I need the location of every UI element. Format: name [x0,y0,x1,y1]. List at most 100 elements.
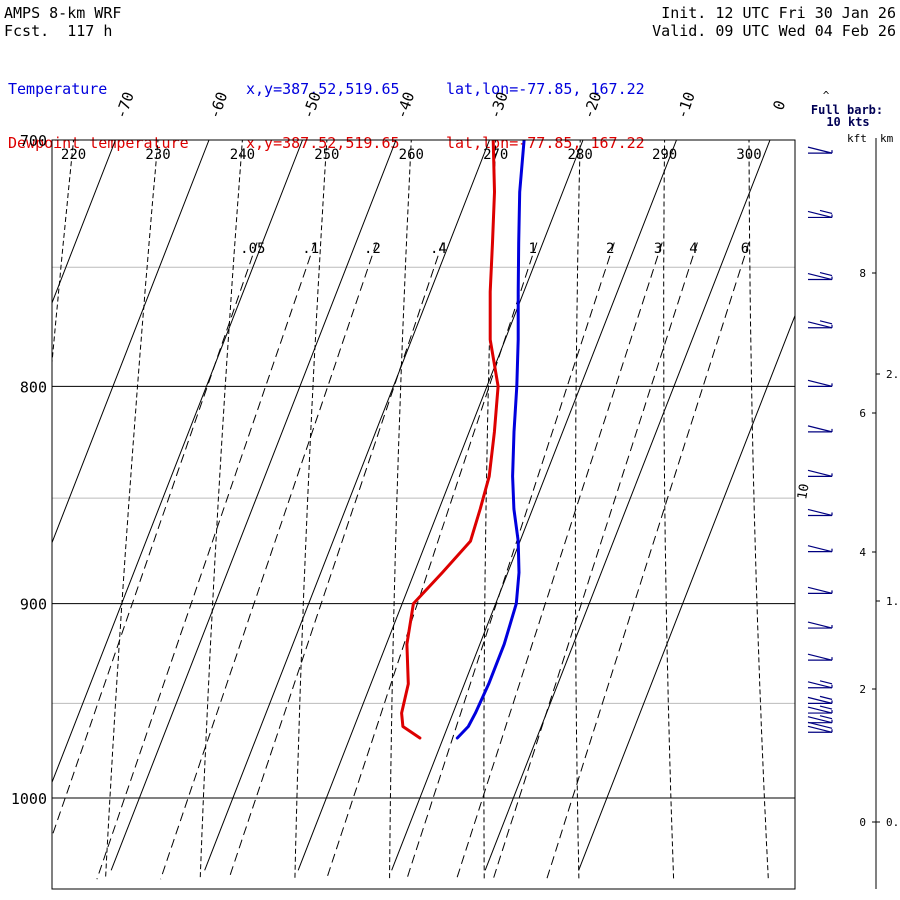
wind-barb-flag [807,725,833,733]
legend: Temperature x,y=387.52,519.65 lat,lon=-77.… [8,44,645,170]
plot-frame [51,139,796,890]
km-tick-label: 2. [886,368,899,381]
wind-barb [807,379,833,387]
wind-barb-flag [807,469,833,477]
header-left: AMPS 8-km WRF Fcst. 117 h [4,4,121,40]
wind-barb-half-flag [819,320,833,325]
wind-barb [807,695,833,704]
mixing-ratio-line [406,242,615,880]
mixing-ratio-line [96,242,316,880]
wind-barb-flag [807,545,833,553]
isotherm-line [52,140,303,784]
mixing-ratio-label: .4 [430,241,447,257]
legend-dewpoint-xy: x,y=387.52,519.65 [246,134,400,152]
wind-barb-flag [807,706,833,714]
wind-panel-subtitle: 10 kts [826,115,869,129]
wind-barb-flag [807,721,833,729]
mixing-ratio-line [326,242,538,880]
wind-barb-half-flag [819,695,833,700]
kft-tick-label: 4 [859,546,866,559]
dry-adiabat-label: 230 [145,147,170,163]
header-right: Init. 12 UTC Fri 30 Jan 26 Valid. 09 UTC … [652,4,896,40]
wind-barb-flag [807,696,833,704]
isotherm-line [204,140,490,871]
wind-panel: ^ Full barb: 10 kts 10 [795,89,883,733]
wind-barb [807,271,833,281]
isotherm-line [391,140,677,871]
mixing-ratio-line [160,242,378,880]
wind-barb-half-flag [819,680,833,685]
dry-adiabat-label: 300 [736,147,761,163]
wind-barb-flag [807,272,833,281]
wind-barb-flag [807,508,833,517]
dry-adiabat-line [574,140,581,880]
km-label: km [880,132,894,145]
isotherm-line [297,140,584,871]
wind-barb-half-flag [819,715,833,720]
wind-barb [807,721,833,733]
wind-barb [807,586,833,594]
wind-barb-flag [807,653,833,661]
dry-adiabat-label: 240 [230,147,255,163]
dry-adiabats [52,114,863,880]
wind-barb-flag [807,210,833,218]
wind-barb [807,621,833,629]
mixing-ratio-line [492,242,698,880]
legend-temperature-name: Temperature [8,80,108,98]
wind-barb-half-flag [819,209,833,214]
isotherm-line [484,140,771,871]
chart-grid [52,139,795,799]
km-tick-label: 0. [886,816,899,829]
wind-barb-flag [807,146,833,154]
dry-adiabat-line [663,140,675,880]
valid-time: Valid. 09 UTC Wed 04 Feb 26 [652,22,896,40]
kft-tick-label: 6 [859,407,866,420]
dry-adiabat-label: 250 [314,147,339,163]
kft-label: kft [847,132,867,145]
wind-barb-flag [807,379,833,387]
wind-barb [807,705,833,714]
mixing-ratio-line [228,242,444,880]
mixing-ratio-line [546,242,750,880]
pressure-label: 900 [20,596,47,614]
isotherms [0,140,795,871]
mixing-ratio-label: .05 [240,241,265,257]
mixing-ratio-label: 1 [529,241,537,257]
mixing-ratio-line [52,242,258,838]
legend-dewpoint-latlon: lat,lon=-77.85, 167.22 [446,134,645,152]
wind-barb [807,653,833,661]
kft-tick-label: 2 [859,683,866,696]
dry-adiabat-line [833,114,863,880]
mixing-ratio-lines [52,242,750,880]
isotherm-line [578,314,795,871]
wind-barb [807,680,833,689]
wind-barb [807,425,833,433]
mixing-ratio-label: 2 [606,241,614,257]
legend-temperature-xy: x,y=387.52,519.65 [246,80,400,98]
dry-adiabat-label: 280 [568,147,593,163]
mixing-ratio-line [456,242,663,880]
dry-adiabat-label: 270 [483,147,508,163]
isotherm-line [52,140,116,305]
legend-dewpoint-name: Dewpoint temperature [8,134,189,152]
dry-adiabat-line [105,140,159,880]
temperature-line [455,140,526,740]
legend-temperature: Temperature x,y=387.52,519.65 lat,lon=-77.… [8,80,645,98]
dry-adiabat-line [483,140,497,880]
wind-barb-flag [807,621,833,629]
height-axis: kft km 0 2 4 6 8 0. 1. 2. [847,132,899,889]
wind-barb-flag [807,586,833,594]
wind-barb [807,209,833,219]
isotherm-label: -30 [486,89,512,121]
wind-barb [807,146,833,154]
wind-barb-flag [807,681,833,689]
kft-tick-label: 8 [859,267,866,280]
isotherm-label: -20 [579,89,605,121]
dry-adiabat-label: 260 [399,147,424,163]
isotherm-line [0,140,22,870]
wind-barb-flag [807,425,833,433]
mixing-ratio-label: 6 [741,241,749,257]
legend-temperature-latlon: lat,lon=-77.85, 167.22 [446,80,645,98]
km-tick-label: 1. [886,595,899,608]
